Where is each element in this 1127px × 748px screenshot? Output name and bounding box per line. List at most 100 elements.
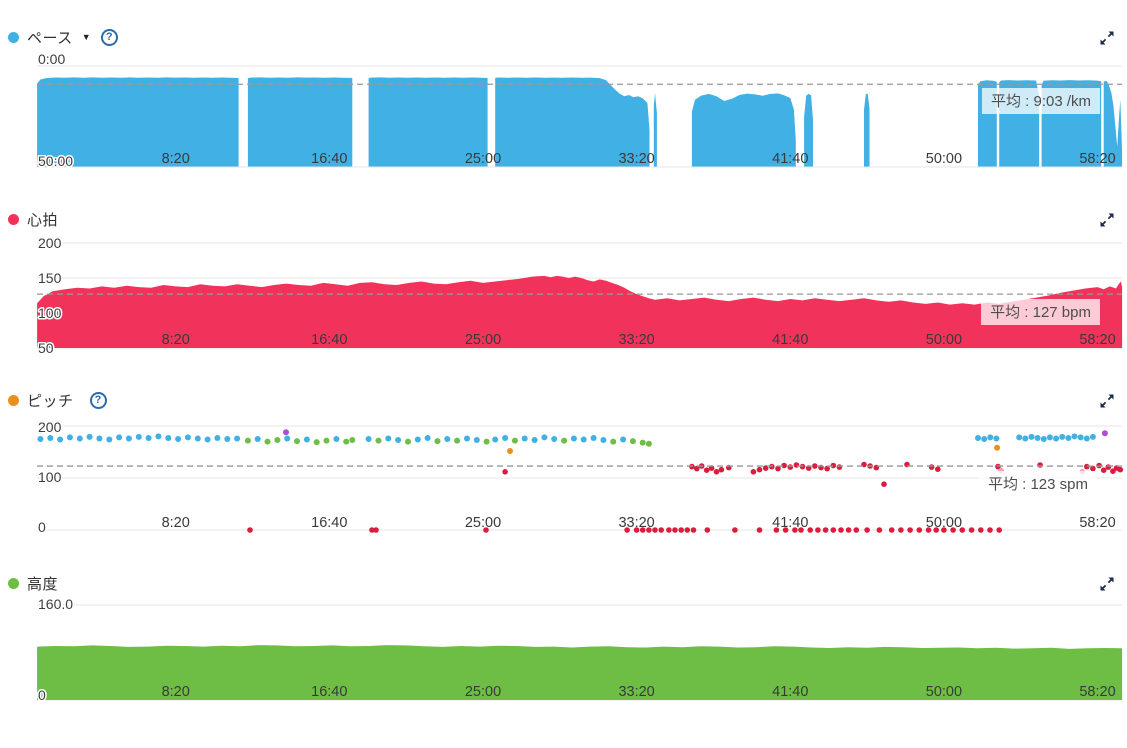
- pitch-data-point: [434, 438, 441, 445]
- pitch-data-point: [369, 527, 375, 533]
- pace-help-icon[interactable]: ?: [100, 28, 118, 46]
- elev-x-tick-label: 33:20: [618, 684, 654, 700]
- pitch-data-point: [1100, 467, 1107, 474]
- pitch-data-point: [787, 464, 794, 470]
- elev-expand-icon[interactable]: [1098, 575, 1116, 593]
- pitch-data-point: [987, 434, 994, 441]
- hr-expand-icon[interactable]: [1098, 211, 1116, 229]
- pitch-data-point: [815, 527, 821, 533]
- hr-x-tick-label: 41:40: [772, 332, 808, 348]
- pitch-data-point: [881, 481, 887, 488]
- pitch-data-point: [1034, 435, 1041, 441]
- pitch-data-point: [541, 434, 548, 441]
- pitch-data-point: [978, 527, 984, 533]
- hr-x-tick-label: 58:20: [1079, 332, 1115, 348]
- pitch-data-point: [464, 435, 470, 442]
- pace-plot: 0:00 50:00 8:20 16:40 25:00 33:20 41:40 50:00 58…: [37, 50, 1123, 171]
- pitch-data-point: [385, 435, 392, 442]
- pace-average-badge: 平均 : 9:03 /km: [981, 88, 1100, 114]
- hr-x-tick-label: 25:00: [465, 332, 501, 348]
- pitch-data-point: [483, 438, 490, 445]
- pitch-data-point: [812, 463, 818, 469]
- pitch-x-tick-label: 25:00: [465, 515, 501, 531]
- pitch-data-point: [531, 437, 538, 443]
- pitch-data-point: [204, 436, 211, 443]
- pace-chart-title[interactable]: ペース: [27, 29, 73, 47]
- pitch-data-point: [898, 527, 904, 533]
- pitch-data-point: [395, 437, 402, 443]
- pace-x-tick-label: 33:20: [618, 151, 654, 167]
- pitch-data-point: [365, 436, 372, 442]
- pitch-data-point: [264, 438, 271, 445]
- pitch-data-point: [473, 437, 480, 443]
- pace-x-tick-label: 50:00: [926, 151, 962, 167]
- pace-dropdown-caret-icon[interactable]: ▼: [81, 31, 91, 42]
- pace-expand-icon[interactable]: [1098, 29, 1116, 47]
- pitch-data-point: [793, 462, 800, 468]
- pitch-data-point: [175, 436, 182, 442]
- pitch-data-point: [968, 527, 975, 533]
- pitch-data-point: [244, 437, 251, 444]
- pitch-data-point: [838, 527, 844, 533]
- pitch-data-point: [933, 527, 939, 533]
- pace-area: [691, 93, 796, 167]
- pitch-data-point: [750, 469, 757, 475]
- pace-area: [368, 77, 488, 167]
- pitch-data-point: [666, 527, 672, 533]
- pace-x-tick-label: 41:40: [772, 151, 808, 167]
- pitch-data-point: [993, 435, 1000, 442]
- pitch-data-point: [713, 469, 720, 475]
- pitch-legend-dot-icon: [8, 394, 19, 406]
- pitch-data-point: [629, 438, 636, 445]
- pitch-plot: 200 100 0 8:20 16:40 25:00 33:20 41:40 50:00 58:2…: [37, 418, 1124, 537]
- pitch-data-point: [483, 527, 489, 533]
- pace-area: [653, 92, 657, 167]
- pitch-expand-icon[interactable]: [1098, 392, 1116, 410]
- pitch-data-point: [773, 527, 780, 533]
- pitch-data-point: [762, 465, 769, 471]
- pitch-x-tick-label: 8:20: [162, 515, 190, 531]
- pitch-data-point: [639, 439, 646, 446]
- pitch-data-point: [333, 436, 340, 442]
- pitch-data-point: [694, 465, 700, 472]
- pitch-data-point: [454, 437, 461, 444]
- pitch-data-point: [864, 527, 870, 533]
- pitch-data-point: [1022, 435, 1029, 442]
- pitch-data-point: [116, 434, 123, 441]
- pace-area: [804, 93, 813, 167]
- hr-legend-dot-icon: [8, 213, 19, 225]
- pitch-data-point: [935, 466, 941, 473]
- pitch-y-tick-label: 100: [38, 469, 62, 485]
- pitch-data-point: [805, 465, 812, 471]
- pitch-x-tick-label: 58:20: [1079, 515, 1115, 531]
- pitch-data-point: [845, 527, 852, 533]
- elev-plot: 160.0 0 8:20 16:40 25:00 33:20 41:40 50:00 58:20: [37, 595, 1123, 705]
- pitch-data-point: [775, 465, 781, 472]
- pitch-data-point: [781, 462, 787, 469]
- pitch-data-point: [323, 437, 330, 444]
- pitch-data-point: [1084, 463, 1090, 470]
- pitch-data-point: [708, 465, 715, 471]
- pitch-data-point: [633, 527, 640, 533]
- pitch-data-point: [502, 435, 509, 441]
- elev-x-tick-label: 41:40: [772, 684, 808, 700]
- pace-chart-header: ペース ▼ ?: [8, 26, 118, 48]
- pitch-y-tick-label: 0: [38, 519, 46, 535]
- hr-y-tick-label: 100: [38, 305, 62, 321]
- pitch-data-point: [756, 466, 763, 473]
- hr-y-tick-label: 150: [38, 270, 62, 286]
- pitch-data-point: [1053, 435, 1060, 442]
- pace-y-tick-label: 50:00: [38, 153, 73, 169]
- pitch-data-point: [414, 436, 421, 443]
- pitch-data-point: [1101, 430, 1108, 437]
- pitch-data-point: [349, 437, 356, 443]
- pitch-data-point: [994, 444, 1001, 451]
- pitch-data-point: [756, 527, 763, 533]
- pitch-data-point: [620, 436, 627, 443]
- pitch-average-badge: 平均 : 123 spm: [978, 471, 1097, 497]
- pitch-data-point: [646, 527, 652, 533]
- pitch-data-point: [1040, 436, 1047, 442]
- pitch-data-point: [916, 527, 923, 533]
- pitch-data-point: [145, 435, 152, 441]
- pitch-help-icon[interactable]: ?: [89, 391, 107, 409]
